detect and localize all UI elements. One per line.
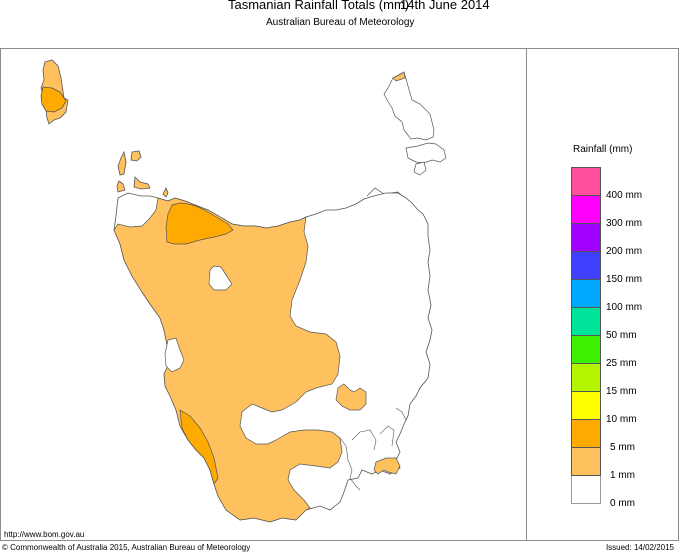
flinders-island bbox=[383, 71, 447, 176]
title-text: Tasmanian Rainfall Totals (mm) bbox=[228, 0, 410, 12]
rainfall-patch-east bbox=[335, 383, 367, 411]
legend-title: Rainfall (mm) bbox=[573, 144, 633, 155]
legend-label: 10 mm bbox=[606, 414, 637, 425]
legend-swatch-100-150 bbox=[571, 280, 601, 308]
subtitle: Australian Bureau of Meteorology bbox=[266, 17, 415, 28]
legend-swatch-400plus bbox=[571, 167, 601, 196]
king-island bbox=[40, 59, 69, 125]
rainfall-5-10mm-southwest bbox=[179, 409, 219, 485]
legend-swatch-300-400 bbox=[571, 196, 601, 224]
map-frame bbox=[0, 48, 679, 541]
map-title: Tasmanian Rainfall Totals (mm) 14th June… bbox=[0, 0, 680, 13]
legend-swatch-25-50 bbox=[571, 336, 601, 364]
copyright-text: © Commonwealth of Australia 2015, Austra… bbox=[2, 543, 251, 552]
legend-label: 400 mm bbox=[606, 190, 643, 201]
dry-patch-central bbox=[208, 265, 233, 291]
bom-url-link[interactable]: http://www.bom.gov.au bbox=[4, 530, 85, 539]
legend-label: 200 mm bbox=[606, 246, 643, 257]
issued-date: Issued: 14/02/2015 bbox=[605, 543, 674, 552]
legend-label: 100 mm bbox=[606, 302, 643, 313]
legend-swatch-10-15 bbox=[571, 392, 601, 420]
legend-swatch-150-200 bbox=[571, 252, 601, 280]
legend-swatch-200-300 bbox=[571, 224, 601, 252]
legend-swatch-1-5 bbox=[571, 448, 601, 476]
hunter-islands bbox=[116, 150, 169, 198]
legend-color-scale bbox=[571, 167, 601, 504]
rainfall-map bbox=[40, 59, 447, 523]
legend-label: 50 mm bbox=[606, 330, 637, 341]
title-date: 14th June 2014 bbox=[400, 0, 490, 12]
dry-patch-west bbox=[164, 337, 185, 373]
rainfall-patch-tasman bbox=[373, 457, 401, 475]
legend-label: 15 mm bbox=[606, 386, 637, 397]
legend-label: 0 mm bbox=[610, 498, 635, 509]
legend-label: 1 mm bbox=[610, 470, 635, 481]
southeast-coast-detail bbox=[339, 407, 407, 491]
legend-swatch-50-100 bbox=[571, 308, 601, 336]
legend-swatch-5-10 bbox=[571, 420, 601, 448]
legend-label: 5 mm bbox=[610, 442, 635, 453]
rainfall-5-10mm-north bbox=[165, 202, 234, 245]
legend-divider bbox=[526, 48, 527, 541]
legend-label: 300 mm bbox=[606, 218, 643, 229]
legend-label: 150 mm bbox=[606, 274, 643, 285]
legend-swatch-0-1 bbox=[571, 476, 601, 504]
legend-swatch-15-25 bbox=[571, 364, 601, 392]
legend-label: 25 mm bbox=[606, 358, 637, 369]
